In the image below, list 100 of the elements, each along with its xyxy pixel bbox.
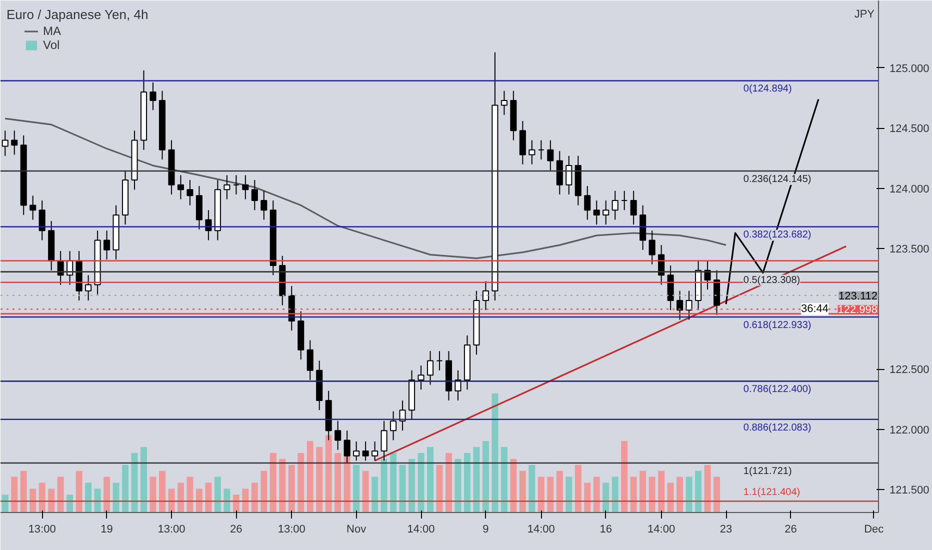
bar [630, 476, 637, 512]
bar [446, 452, 452, 512]
candlestick [242, 174, 249, 200]
bar [482, 441, 489, 512]
bar [140, 447, 147, 512]
candlestick [612, 190, 618, 220]
bar [20, 470, 27, 512]
bar [48, 488, 55, 512]
bar [251, 482, 258, 512]
legend-label: MA [43, 24, 62, 38]
candlestick [593, 200, 600, 226]
candlestick [426, 350, 434, 386]
bar [519, 470, 526, 512]
y-tick-label: 125.000 [890, 62, 930, 75]
bar [57, 476, 64, 512]
bar [695, 470, 702, 512]
ref-line-label: 1.1(121.404) [743, 487, 800, 498]
bar [593, 476, 600, 512]
candlestick [85, 274, 92, 301]
bar [168, 488, 175, 512]
x-tick-label: 26 [230, 524, 242, 536]
bar [66, 494, 74, 512]
bar [270, 452, 276, 512]
bar [584, 482, 591, 512]
x-tick-label: 14:00 [648, 524, 676, 536]
bar [279, 458, 286, 512]
bar [390, 452, 397, 512]
x-tick-label: Dec [864, 524, 884, 536]
candlestick [306, 340, 314, 380]
candlestick [390, 410, 397, 441]
bar [667, 482, 674, 512]
y-tick-label: 122.500 [890, 364, 930, 376]
bar [159, 470, 166, 512]
x-tick-label: 13:00 [28, 524, 56, 536]
line-series [4, 118, 727, 260]
bar [640, 470, 646, 512]
ref-line-label: 0.382(123.682) [743, 230, 812, 241]
candlestick [704, 260, 711, 290]
candlestick [418, 365, 424, 390]
bar [408, 458, 416, 512]
bar [242, 488, 249, 512]
bar [686, 476, 692, 512]
candlestick [372, 440, 378, 462]
y-tick-label: 121.500 [890, 484, 930, 497]
bar [418, 452, 424, 512]
x-tick-label: 13:00 [158, 524, 186, 536]
x-tick-label: 14:00 [407, 524, 435, 536]
bar [676, 476, 684, 512]
x-tick-label: Nov [346, 524, 367, 536]
candlestick [566, 155, 572, 195]
bar [196, 488, 202, 512]
candlestick [648, 230, 656, 265]
bar [316, 447, 323, 512]
bar [104, 476, 110, 512]
candlestick [224, 174, 230, 200]
ref-line-label: 1(121.721) [743, 466, 792, 477]
x-tick-label: 9 [482, 524, 489, 536]
candlestick [251, 180, 258, 211]
legend-label: Vol [43, 38, 61, 52]
ref-line-label: 0.5(123.308) [743, 274, 800, 286]
ref-line-label: 0.786(122.400) [743, 384, 812, 396]
bar [224, 488, 230, 512]
y-tick-label: 122.000 [890, 424, 930, 436]
bar [399, 464, 406, 512]
bar [38, 482, 46, 512]
bar [602, 482, 610, 512]
bar [574, 464, 582, 512]
bar [372, 476, 378, 512]
candlestick [260, 190, 268, 220]
candlestick [150, 82, 156, 111]
bar [492, 393, 498, 512]
bar [454, 458, 462, 512]
candlestick [676, 290, 684, 320]
candlestick [186, 180, 194, 206]
candlestick [630, 190, 637, 226]
candlestick [38, 200, 46, 241]
bar [658, 470, 665, 512]
y-tick-label: 124.500 [890, 123, 930, 136]
candlestick [602, 200, 610, 226]
x-tick-label: 16 [600, 524, 612, 536]
bar [205, 482, 212, 512]
annotation: 36:44 [800, 303, 829, 316]
bar [334, 452, 342, 512]
ref-line-label: 0(124.894) [743, 84, 792, 95]
bar [538, 476, 544, 512]
bar [362, 470, 369, 512]
candlestick [232, 174, 240, 195]
y-axis-title: JPY [854, 8, 876, 20]
bar [621, 441, 628, 512]
x-tick-label: 13:00 [278, 524, 306, 536]
ref-line-label: 122.998 [838, 304, 878, 316]
bar [556, 470, 563, 512]
bar [714, 476, 720, 512]
bar [306, 441, 314, 512]
bar [177, 482, 184, 512]
candlestick [104, 230, 110, 260]
bar [528, 464, 536, 512]
ref-line-label: 0.886(122.083) [743, 422, 812, 434]
bar [122, 464, 129, 512]
bar [112, 482, 120, 512]
